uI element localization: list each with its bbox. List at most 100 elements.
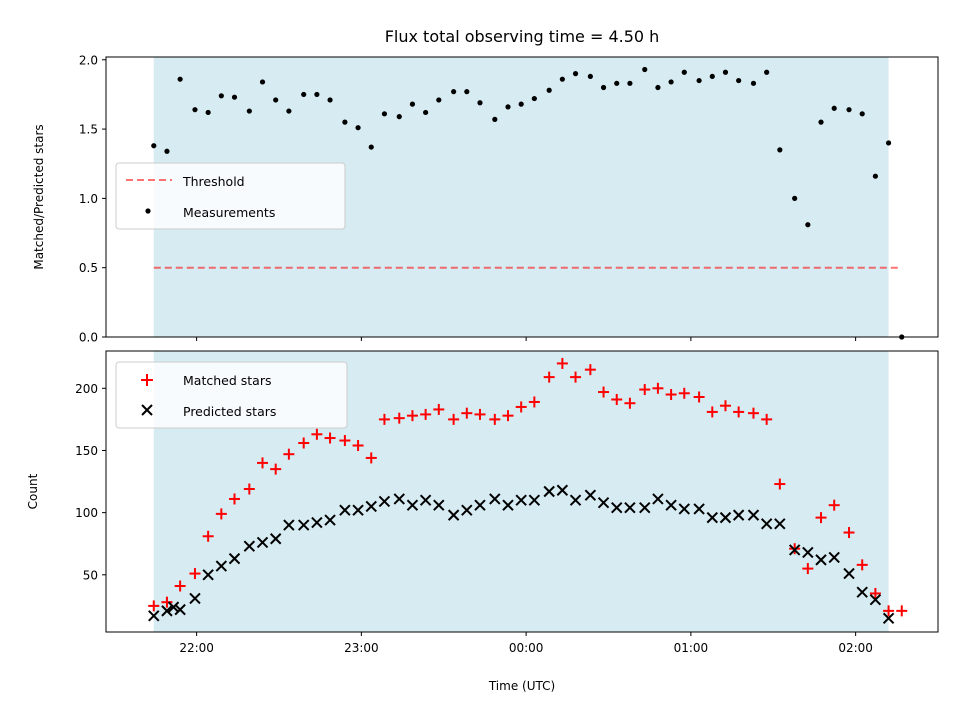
matched-star-point [774,478,786,490]
top-legend: Threshold Measurements [115,162,346,230]
measurement-point [192,107,198,113]
predicted-star-point [339,504,351,516]
predicted-star-point [297,519,310,531]
matched-star-point [543,371,555,383]
measurement-point [764,69,770,75]
x-tick-label: 23:00 [344,641,379,655]
predicted-star-point [652,493,664,505]
matched-star-point [270,463,282,475]
measurement-point [709,73,715,80]
bottom-plot-marks [148,357,908,625]
legend-predicted-label: Predicted stars [183,404,276,419]
measurement-point [423,109,429,116]
y-tick-label: 200 [75,382,98,396]
x-tick-label: 02:00 [838,641,873,655]
predicted-star-point [378,495,391,508]
matched-star-point [215,508,227,520]
predicted-star-point [543,485,555,498]
predicted-star-point [788,544,801,556]
top-legend-box [115,162,346,230]
matched-star-point [229,493,241,505]
predicted-star-point [882,612,895,625]
matched-star-point [719,400,731,412]
matched-star-point [843,527,855,539]
predicted-star-point [419,494,432,506]
bottom-axes-frame [105,350,939,633]
matched-star-point [257,457,269,469]
measurement-point [231,94,238,100]
top-plot-marks [151,66,905,340]
matched-star-point [406,410,418,422]
measurement-point [492,116,498,122]
predicted-star-point [732,509,745,521]
measurement-point [736,77,742,84]
matched-star-point [733,406,745,418]
legend-matched-label: Matched stars [183,373,271,388]
matched-star-point [393,412,405,424]
matched-star-point [828,499,840,511]
legend-measurements-label: Measurements [183,205,275,220]
predicted-star-point [461,504,473,516]
measurement-point [409,101,416,107]
measurement-point [722,69,729,75]
matched-star-point [528,396,540,408]
top-panel: 0.00.51.01.52.0 Matched/Predicted stars … [32,53,939,345]
predicted-star-point [228,552,241,565]
measurement-point [818,119,824,125]
predicted-star-point [639,501,651,514]
y-tick-label: 1.5 [79,123,98,137]
predicted-star-point [624,501,636,514]
top-y-ticks: 0.0 0.5 1.0 1.5 2.0 [79,53,106,345]
measurement-point [177,76,183,82]
matched-star-point [324,432,336,444]
bottom-legend: Matched stars Predicted stars [115,361,348,429]
top-axes-frame [105,56,939,338]
predicted-star-point [474,499,486,511]
matched-star-point [339,435,351,447]
matched-star-point [639,384,651,396]
matched-star-point [815,512,827,524]
measurement-point [627,80,633,86]
matched-star-point [352,439,364,451]
measurement-point [792,195,798,201]
top-y-axis-label: Matched/Predicted stars [32,124,46,269]
bottom-panel: 50 100 150 200 22:00 23:00 00:00 01:00 02:00 Co… [26,350,939,693]
measurement-point [314,91,320,98]
measurement-point [668,79,674,85]
x-tick-label: 22:00 [179,641,214,655]
measurement-point [301,91,307,98]
predicted-star-point [447,509,460,521]
predicted-star-point [856,586,868,598]
matched-star-point [174,580,186,592]
matched-star-point [761,413,773,425]
measurement-point [368,144,374,150]
measurement-point [872,173,878,179]
matched-star-point [283,448,295,460]
matched-star-point [161,596,173,608]
matched-star-point [433,403,445,415]
matched-star-point [378,413,390,425]
y-tick-label: 150 [75,444,98,458]
predicted-star-point [489,493,501,505]
matched-star-point [570,371,582,383]
measurement-point [518,101,524,107]
predicted-star-point [747,509,760,521]
matched-star-point [611,393,623,405]
predicted-star-point [706,511,718,524]
predicted-star-point [828,551,840,564]
x-tick-label: 01:00 [674,641,709,655]
measurement-point [805,222,811,228]
matched-star-point [189,568,201,580]
matched-star-point [448,413,460,425]
predicted-star-point [719,511,732,524]
matched-star-point [202,530,214,542]
matched-star-point [883,605,895,617]
measurement-point [831,105,837,111]
matched-star-point [148,600,160,612]
predicted-star-point [869,593,882,606]
matched-star-point [311,428,323,440]
y-tick-label: 0.0 [79,331,98,345]
matched-star-point [896,605,908,617]
predicted-star-point [433,499,445,511]
predicted-star-point [843,567,855,580]
